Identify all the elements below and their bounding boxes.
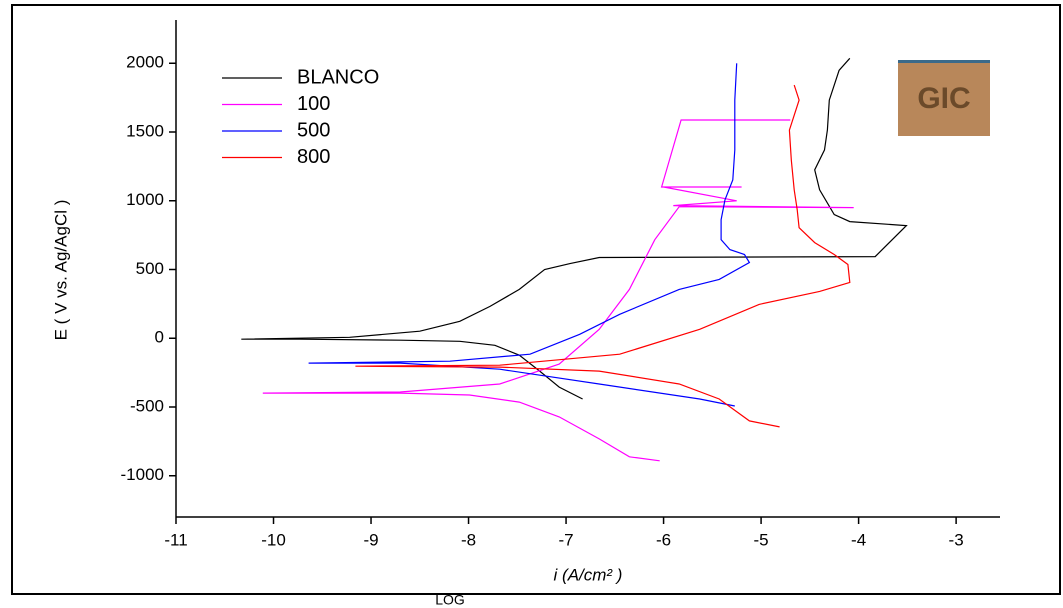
- y-axis-label: E ( V vs. Ag/AgCl ): [51, 200, 70, 341]
- logo-text: GIC: [917, 82, 970, 115]
- x-tick-label: -11: [164, 530, 187, 549]
- legend-label: BLANCO: [297, 66, 379, 88]
- logo: GIC: [898, 60, 990, 136]
- y-tick-label: 500: [136, 259, 164, 278]
- x-tick-label: -7: [558, 530, 573, 549]
- x-tick-label: -5: [754, 530, 769, 549]
- legend-label: 800: [297, 146, 330, 168]
- logo-band: [898, 60, 990, 63]
- x-tick-label: -10: [261, 530, 286, 549]
- y-tick-label: 2000: [126, 53, 164, 72]
- series-line: [262, 119, 854, 462]
- legend-label: 100: [297, 93, 330, 115]
- logo-bg: [898, 60, 990, 136]
- frame: [11, 4, 1061, 595]
- x-tick-label: -6: [656, 530, 671, 549]
- series-line: [308, 63, 751, 407]
- y-tick-label: -500: [130, 396, 164, 415]
- series-line: [355, 84, 851, 428]
- x-tick-label: -4: [851, 530, 866, 549]
- legend-label: 500: [297, 119, 330, 141]
- x-tick-label: -3: [949, 530, 964, 549]
- x-tick-label: -9: [363, 530, 378, 549]
- y-tick-label: 1500: [126, 121, 164, 140]
- series-line: [241, 57, 908, 400]
- y-tick-label: -1000: [121, 465, 164, 484]
- y-tick-label: 0: [155, 328, 164, 347]
- footer: LOG: [435, 592, 465, 608]
- y-tick-label: 1000: [126, 190, 164, 209]
- x-tick-label: -8: [461, 530, 476, 549]
- x-axis-label: i (A/cm² ): [554, 565, 623, 584]
